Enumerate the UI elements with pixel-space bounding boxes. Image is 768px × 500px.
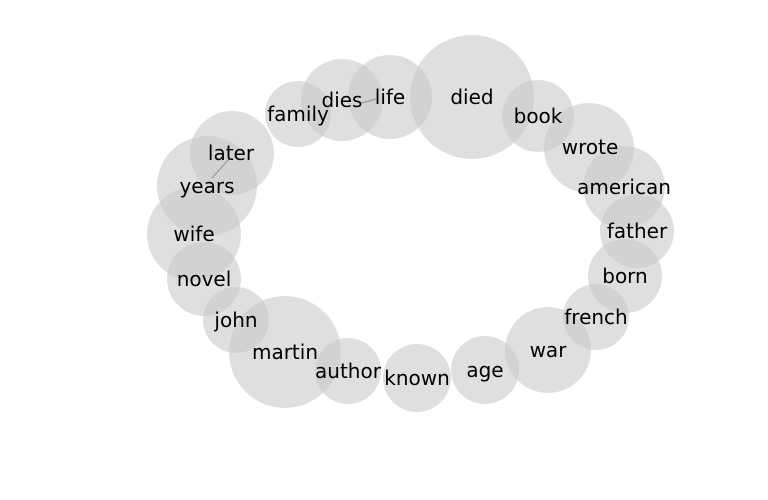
label-war: war — [530, 338, 568, 362]
label-john: john — [213, 308, 257, 332]
label-novel: novel — [177, 267, 232, 291]
label-life: life — [375, 85, 405, 109]
bubble-life — [348, 55, 432, 139]
label-father: father — [607, 219, 668, 243]
label-book: book — [514, 104, 563, 128]
label-years: years — [179, 174, 234, 198]
label-french: french — [564, 305, 627, 329]
bubble-died — [410, 35, 534, 159]
label-american: american — [577, 175, 671, 199]
connectors — [211, 98, 377, 179]
label-author: author — [315, 359, 382, 383]
connector-dies-life — [361, 98, 377, 104]
label-martin: martin — [252, 340, 318, 364]
bubble-age — [451, 336, 519, 404]
bubble-known — [383, 344, 451, 412]
label-wife: wife — [173, 222, 214, 246]
label-known: known — [384, 366, 450, 390]
label-family: family — [267, 102, 329, 126]
label-dies: dies — [322, 88, 363, 112]
label-wrote: wrote — [562, 135, 619, 159]
labels: died book wrote american father born fre… — [173, 85, 671, 390]
bubble-later — [190, 111, 274, 195]
label-age: age — [466, 358, 503, 382]
connector-years-later — [211, 157, 231, 179]
label-born: born — [602, 264, 647, 288]
bubble-war — [505, 307, 591, 393]
bubbles — [147, 35, 674, 412]
label-died: died — [450, 85, 493, 109]
label-later: later — [208, 141, 255, 165]
